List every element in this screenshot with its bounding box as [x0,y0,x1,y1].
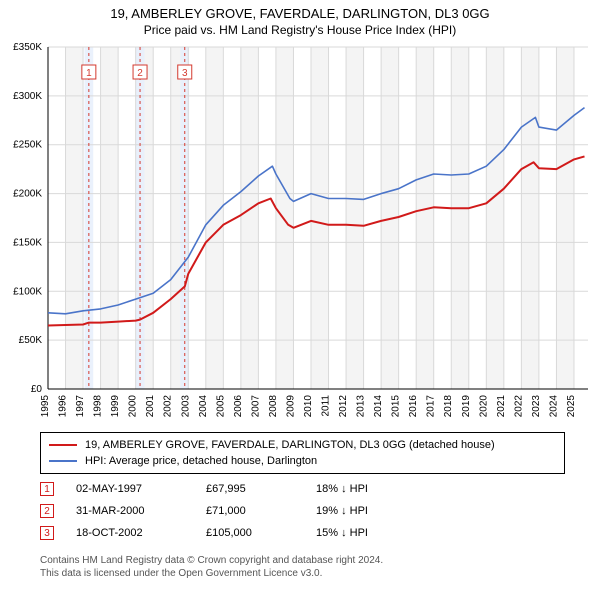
chart-svg: £0 £50K £100K £150K £200K £250K £300K £350K 1995… [0,39,600,424]
svg-text:2006: 2006 [233,395,244,418]
svg-text:2023: 2023 [531,395,542,418]
legend: 19, AMBERLEY GROVE, FAVERDALE, DARLINGTO… [40,432,565,474]
marker-badge: 2 [40,504,54,518]
svg-text:2007: 2007 [250,395,261,418]
attribution-line: This data is licensed under the Open Gov… [40,567,565,580]
legend-item: HPI: Average price, detached house, Darl… [49,453,556,469]
svg-text:£200K: £200K [13,189,42,200]
svg-text:£50K: £50K [19,335,43,346]
marker-price: £67,995 [206,483,316,495]
svg-text:2010: 2010 [303,395,314,418]
svg-text:£100K: £100K [13,286,42,297]
svg-text:2013: 2013 [356,395,367,418]
svg-text:1997: 1997 [75,395,86,418]
marker-badge: 3 [40,526,54,540]
attribution: Contains HM Land Registry data © Crown c… [40,554,565,580]
marker-badge: 1 [40,482,54,496]
legend-label: HPI: Average price, detached house, Darl… [85,455,317,467]
marker-date: 02-MAY-1997 [76,483,206,495]
svg-text:2019: 2019 [461,395,472,418]
attribution-line: Contains HM Land Registry data © Crown c… [40,554,565,567]
chart-title: 19, AMBERLEY GROVE, FAVERDALE, DARLINGTO… [0,6,600,21]
svg-text:2002: 2002 [163,395,174,418]
marker-date: 31-MAR-2000 [76,505,206,517]
svg-text:2024: 2024 [548,395,559,418]
legend-swatch [49,460,77,462]
svg-text:2012: 2012 [338,395,349,418]
svg-text:2025: 2025 [566,395,577,418]
svg-text:2020: 2020 [478,395,489,418]
svg-text:2009: 2009 [285,395,296,418]
chart-container: 19, AMBERLEY GROVE, FAVERDALE, DARLINGTO… [0,0,600,590]
marker-row: 2 31-MAR-2000£71,00019% ↓ HPI [40,500,565,522]
svg-text:2015: 2015 [391,395,402,418]
marker-delta: 18% ↓ HPI [316,483,426,495]
chart-subtitle: Price paid vs. HM Land Registry's House … [0,23,600,37]
svg-text:2021: 2021 [496,395,507,418]
svg-text:1996: 1996 [58,395,69,418]
svg-text:£150K: £150K [13,237,42,248]
svg-text:2016: 2016 [408,395,419,418]
marker-row: 3 18-OCT-2002£105,00015% ↓ HPI [40,522,565,544]
svg-text:2: 2 [137,68,143,79]
svg-text:2005: 2005 [215,395,226,418]
title-block: 19, AMBERLEY GROVE, FAVERDALE, DARLINGTO… [0,0,600,39]
chart-area: £0 £50K £100K £150K £200K £250K £300K £350K 1995… [0,39,600,424]
svg-text:2018: 2018 [443,395,454,418]
svg-text:2001: 2001 [145,395,156,418]
svg-text:2022: 2022 [513,395,524,418]
marker-table: 1 02-MAY-1997£67,99518% ↓ HPI 2 31-MAR-2000… [40,478,565,544]
svg-text:2014: 2014 [373,395,384,418]
marker-price: £105,000 [206,527,316,539]
svg-text:1: 1 [86,68,92,79]
svg-text:2008: 2008 [268,395,279,418]
svg-text:2000: 2000 [128,395,139,418]
svg-text:£350K: £350K [13,42,42,53]
marker-date: 18-OCT-2002 [76,527,206,539]
marker-delta: 19% ↓ HPI [316,505,426,517]
svg-text:£300K: £300K [13,91,42,102]
legend-item: 19, AMBERLEY GROVE, FAVERDALE, DARLINGTO… [49,437,556,453]
svg-text:£250K: £250K [13,140,42,151]
svg-text:1999: 1999 [110,395,121,418]
legend-swatch [49,444,77,446]
marker-delta: 15% ↓ HPI [316,527,426,539]
svg-text:2011: 2011 [321,395,332,417]
svg-text:1995: 1995 [40,395,51,418]
svg-text:1998: 1998 [93,395,104,418]
svg-text:2017: 2017 [426,395,437,418]
svg-text:3: 3 [182,68,188,79]
svg-text:2003: 2003 [180,395,191,418]
legend-label: 19, AMBERLEY GROVE, FAVERDALE, DARLINGTO… [85,439,495,451]
marker-price: £71,000 [206,505,316,517]
svg-text:2004: 2004 [198,395,209,418]
marker-row: 1 02-MAY-1997£67,99518% ↓ HPI [40,478,565,500]
svg-text:£0: £0 [31,384,43,395]
